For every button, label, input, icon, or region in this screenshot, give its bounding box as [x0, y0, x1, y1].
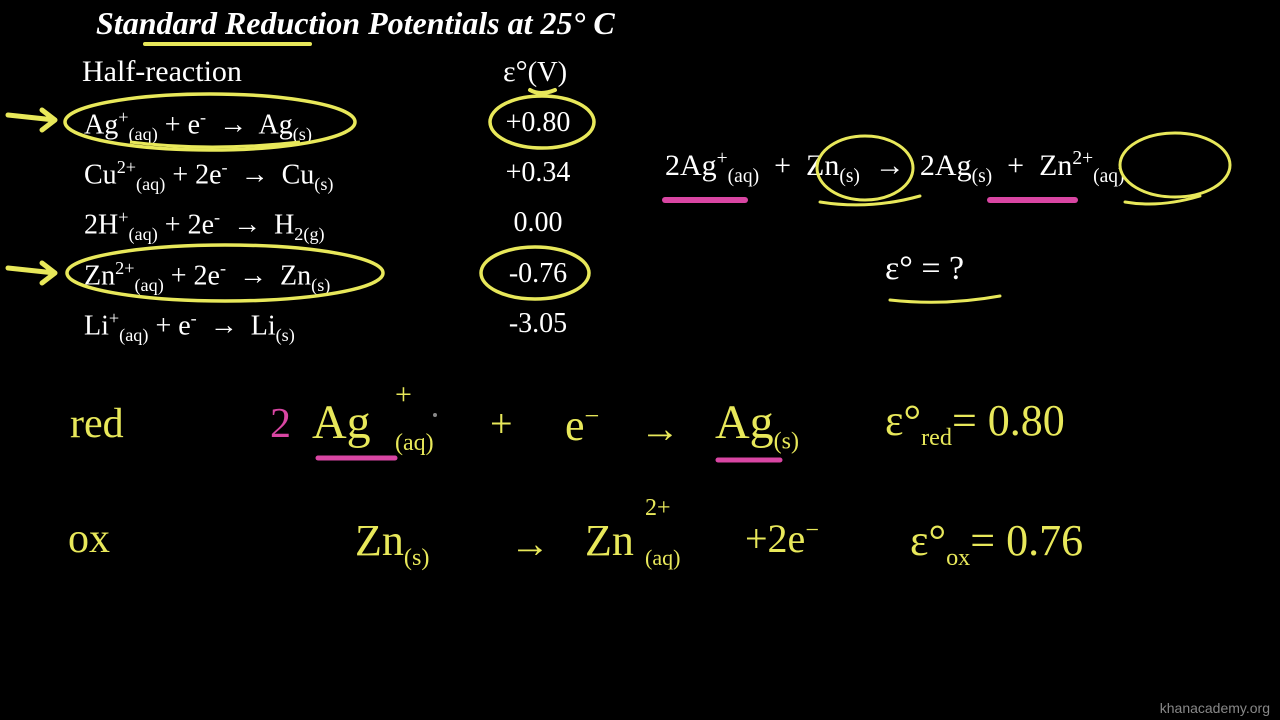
hw-ox-plus2e: +2e− [745, 515, 819, 562]
potential-2: 0.00 [498, 207, 578, 239]
hw-red-e: e− [565, 400, 599, 451]
hw-red-ag-sup: + [395, 378, 412, 412]
reaction-row-1: Cu2+(aq) + 2e- → Cu(s) [84, 157, 334, 195]
reaction-row-3: Zn2+(aq) + 2e- → Zn(s) [84, 258, 330, 296]
question-text: ε° = ? [885, 250, 964, 288]
reaction-row-0: Ag+(aq) + e- → Ag(s) [84, 107, 312, 145]
hw-ox-label: ox [68, 515, 110, 563]
header-potential: ε°(V) [503, 55, 567, 89]
hw-red-coef: 2 [270, 400, 291, 448]
potential-1: +0.34 [498, 157, 578, 189]
hw-ox-zn2-sup: 2+ [645, 495, 671, 522]
reaction-row-4: Li+(aq) + e- → Li(s) [84, 308, 295, 346]
hw-red-plus: + [490, 400, 513, 447]
hw-ox-arrow: → [510, 520, 550, 567]
hw-red-ag-sub: (aq) [395, 430, 434, 457]
page-title: Standard Reduction Potentials at 25° C [96, 5, 615, 42]
overall-reaction: 2Ag+(aq) + Zn(s) → 2Ag(s) + Zn2+(aq) [665, 148, 1125, 188]
hw-ox-zns: Zn(s) [355, 515, 429, 572]
hw-red-ags: Ag(s) [715, 395, 799, 456]
hw-ox-zn2: Zn [585, 515, 634, 566]
reaction-row-2: 2H+(aq) + 2e- → H2(g) [84, 207, 325, 245]
hw-red-ag: Ag [312, 395, 371, 450]
header-half-reaction: Half-reaction [82, 55, 242, 89]
hw-red-label: red [70, 400, 124, 448]
hw-red-pot: ε°red= 0.80 [885, 395, 1065, 452]
potential-0: +0.80 [498, 107, 578, 139]
potential-4: -3.05 [498, 308, 578, 340]
hw-ox-pot: ε°ox= 0.76 [910, 515, 1083, 572]
hw-ox-zn2-sub: (aq) [645, 545, 680, 571]
potential-3: -0.76 [498, 258, 578, 290]
watermark: khanacademy.org [1160, 700, 1270, 716]
hw-red-arrow: → [640, 405, 680, 452]
